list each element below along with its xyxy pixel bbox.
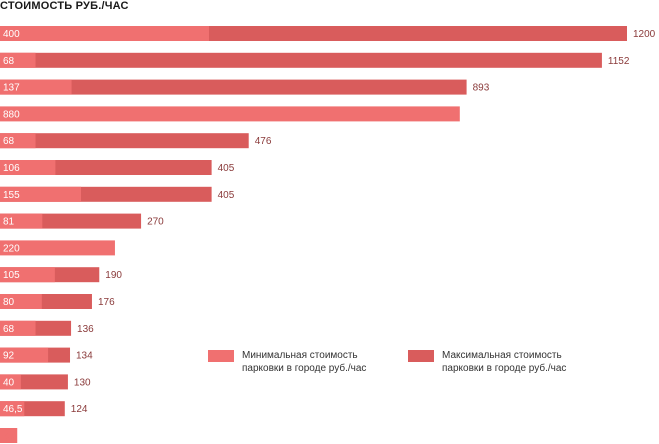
bar-label-min-14: 46,5 [3, 404, 23, 415]
bar-max-1 [0, 52, 602, 68]
bar-min-4 [0, 133, 36, 149]
legend-swatch-max [408, 350, 434, 362]
bar-label-min-3: 880 [3, 109, 20, 120]
bar-label-min-10: 80 [3, 297, 15, 308]
bar-label-min-1: 68 [3, 56, 15, 67]
bar-min-11 [0, 320, 36, 336]
bar-label-max-5: 405 [218, 163, 235, 174]
bar-label-min-7: 81 [3, 217, 15, 228]
bar-label-min-6: 155 [3, 190, 20, 201]
bar-label-max-1: 1152 [608, 56, 630, 67]
bar-label-max-6: 405 [218, 190, 235, 201]
bar-min-13 [0, 374, 21, 390]
legend-label-min: Минимальная стоимость парковки в городе … [242, 350, 367, 374]
bar-min-7 [0, 213, 43, 229]
bar-min-0 [0, 26, 209, 41]
bar-label-min-12: 92 [3, 351, 15, 362]
bar-min-8 [0, 240, 115, 256]
bar-label-min-8: 220 [3, 243, 20, 254]
bar-label-max-12: 134 [76, 351, 93, 362]
bar-label-max-0: 1200 [633, 29, 656, 40]
bar-min-2 [0, 79, 72, 95]
bar-min-3 [0, 106, 460, 122]
legend-item-max: Максимальная стоимость парковки в городе… [408, 349, 582, 375]
bar-label-min-5: 106 [3, 163, 20, 174]
legend: Минимальная стоимость парковки в городе … [0, 349, 659, 394]
legend-swatch-min [208, 350, 234, 362]
bar-label-max-11: 136 [77, 324, 94, 335]
bar-label-max-10: 176 [98, 297, 115, 308]
bar-min-12 [0, 347, 49, 363]
legend-label-max: Максимальная стоимость парковки в городе… [442, 350, 567, 374]
bar-label-max-13: 130 [74, 377, 91, 388]
bar-min-10 [0, 294, 42, 309]
bar-label-max-9: 190 [105, 270, 122, 281]
bar-max-2 [0, 79, 467, 95]
bar-min-9 [0, 267, 55, 283]
bar-label-min-13: 40 [3, 377, 15, 388]
bar-min-14 [0, 401, 25, 417]
chart-title: СТОИМОСТЬ РУБ./ЧАС [0, 0, 129, 12]
bar-label-min-15: 33 [3, 431, 15, 442]
bar-label-min-2: 137 [3, 83, 20, 94]
bar-label-max-4: 476 [255, 136, 272, 147]
bar-label-min-9: 105 [3, 270, 20, 281]
bar-label-max-7: 270 [147, 217, 164, 228]
bar-min-15 [0, 428, 18, 443]
bar-label-min-0: 400 [3, 29, 20, 40]
bar-label-min-4: 68 [3, 136, 15, 147]
bar-label-max-14: 124 [71, 404, 88, 415]
legend-item-min: Минимальная стоимость парковки в городе … [208, 349, 382, 375]
bar-min-6 [0, 186, 81, 202]
bar-min-1 [0, 52, 36, 68]
bar-max-4 [0, 133, 249, 149]
bar-label-max-2: 893 [473, 83, 490, 94]
bar-min-5 [0, 160, 56, 175]
bar-label-min-11: 68 [3, 324, 15, 335]
